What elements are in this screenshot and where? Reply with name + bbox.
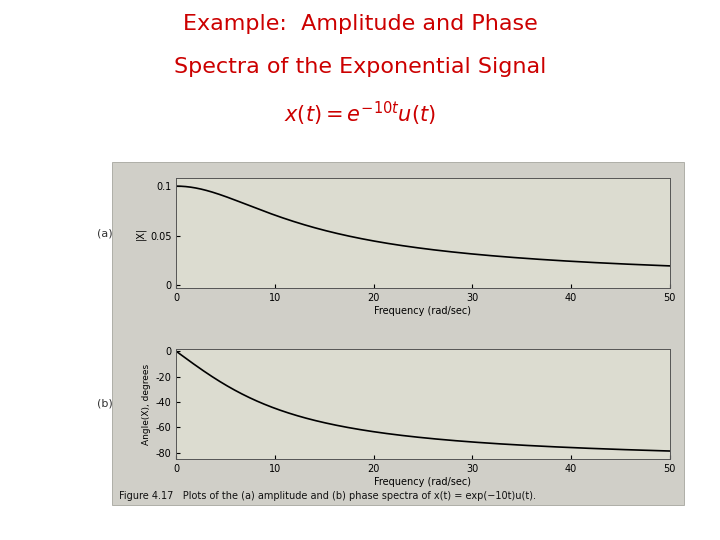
Text: Figure 4.17   Plots of the (a) amplitude and (b) phase spectra of x(t) = exp(−10: Figure 4.17 Plots of the (a) amplitude a… <box>119 490 536 501</box>
Y-axis label: Angle(X), degrees: Angle(X), degrees <box>143 363 151 444</box>
X-axis label: Frequency (rad/sec): Frequency (rad/sec) <box>374 306 472 316</box>
Text: Example:  Amplitude and Phase: Example: Amplitude and Phase <box>183 14 537 33</box>
X-axis label: Frequency (rad/sec): Frequency (rad/sec) <box>374 477 472 487</box>
Text: (b): (b) <box>96 399 112 409</box>
Text: (a): (a) <box>96 228 112 238</box>
Text: $x(t) = e^{-10t}u(t)$: $x(t) = e^{-10t}u(t)$ <box>284 100 436 128</box>
Text: Spectra of the Exponential Signal: Spectra of the Exponential Signal <box>174 57 546 77</box>
Y-axis label: |X|: |X| <box>135 227 146 240</box>
